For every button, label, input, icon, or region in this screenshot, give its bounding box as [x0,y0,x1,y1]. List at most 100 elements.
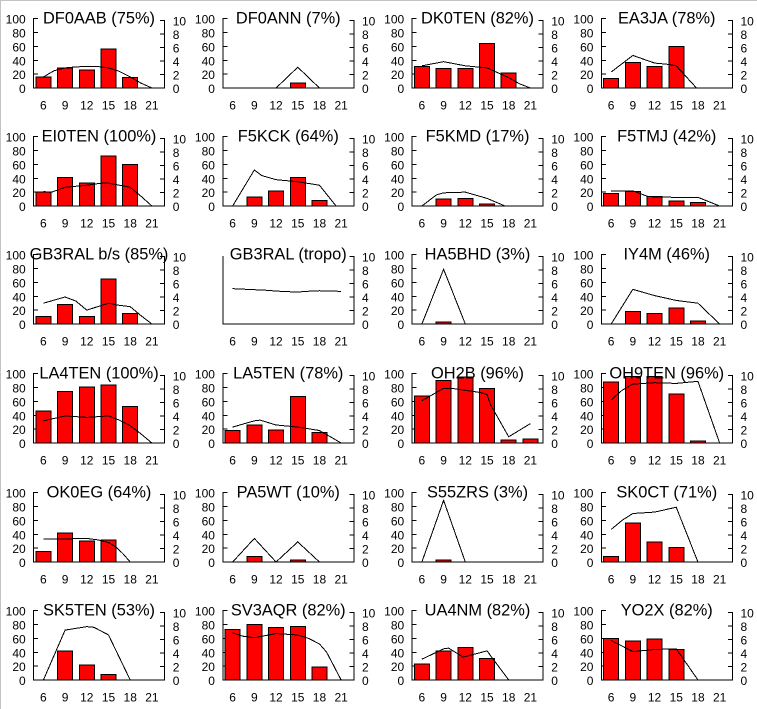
svg-text:6: 6 [229,98,236,112]
svg-text:60: 60 [391,632,405,646]
svg-text:12: 12 [459,572,473,586]
svg-text:15: 15 [670,572,684,586]
svg-text:4: 4 [740,291,747,305]
svg-text:9: 9 [251,216,258,230]
svg-text:60: 60 [202,514,216,528]
svg-text:4: 4 [173,529,180,543]
svg-text:21: 21 [713,453,727,467]
svg-text:40: 40 [580,409,594,423]
svg-text:4: 4 [362,173,369,187]
svg-text:0: 0 [551,200,558,214]
svg-text:18: 18 [313,690,327,704]
svg-text:21: 21 [145,690,159,704]
svg-text:15: 15 [102,98,116,112]
svg-text:9: 9 [440,690,447,704]
svg-text:100: 100 [384,13,404,27]
svg-text:21: 21 [334,453,348,467]
svg-text:20: 20 [12,304,26,318]
svg-text:18: 18 [691,334,705,348]
svg-text:6: 6 [551,515,558,529]
svg-text:OK0EG (64%): OK0EG (64%) [47,483,152,501]
svg-text:6: 6 [40,334,47,348]
svg-text:12: 12 [648,98,662,112]
svg-text:12: 12 [269,98,283,112]
svg-text:2: 2 [362,423,369,437]
svg-text:15: 15 [291,98,305,112]
svg-text:40: 40 [12,290,26,304]
svg-text:12: 12 [269,334,283,348]
svg-text:80: 80 [580,145,594,159]
svg-text:20: 20 [202,68,216,82]
svg-text:6: 6 [419,334,426,348]
svg-text:SK0CT (71%): SK0CT (71%) [616,483,717,501]
svg-text:S55ZRS (3%): S55ZRS (3%) [427,483,528,501]
svg-text:18: 18 [502,690,516,704]
svg-text:6: 6 [40,690,47,704]
svg-text:4: 4 [551,291,558,305]
svg-text:15: 15 [102,334,116,348]
svg-text:0: 0 [587,318,594,332]
svg-text:LA5TEN (78%): LA5TEN (78%) [233,364,343,382]
svg-text:OH2B (96%): OH2B (96%) [431,364,524,382]
svg-text:9: 9 [251,690,258,704]
svg-text:0: 0 [19,556,26,570]
svg-text:2: 2 [551,68,558,82]
svg-text:4: 4 [173,291,180,305]
svg-text:2: 2 [173,660,180,674]
svg-text:0: 0 [208,82,215,96]
svg-text:15: 15 [102,453,116,467]
svg-text:0: 0 [173,318,180,332]
svg-text:20: 20 [12,660,26,674]
svg-text:18: 18 [124,98,138,112]
svg-text:0: 0 [551,556,558,570]
svg-text:6: 6 [551,633,558,647]
svg-text:10: 10 [362,606,376,620]
svg-text:21: 21 [524,572,538,586]
svg-text:60: 60 [12,158,26,172]
svg-text:8: 8 [173,28,180,42]
svg-text:9: 9 [62,572,69,586]
svg-text:4: 4 [173,173,180,187]
svg-text:100: 100 [384,249,404,263]
svg-text:12: 12 [459,453,473,467]
svg-text:2: 2 [551,186,558,200]
svg-text:6: 6 [608,690,615,704]
svg-text:9: 9 [251,98,258,112]
svg-text:21: 21 [524,690,538,704]
svg-text:DF0AAB (75%): DF0AAB (75%) [43,9,155,27]
svg-text:18: 18 [124,572,138,586]
svg-text:20: 20 [580,423,594,437]
svg-text:21: 21 [334,690,348,704]
svg-text:10: 10 [551,132,565,146]
svg-text:6: 6 [362,277,369,291]
svg-text:F5KCK (64%): F5KCK (64%) [238,127,339,145]
svg-text:10: 10 [740,606,754,620]
svg-text:60: 60 [12,514,26,528]
svg-text:GB3RAL (tropo): GB3RAL (tropo) [230,245,347,263]
svg-text:21: 21 [145,216,159,230]
svg-text:60: 60 [580,158,594,172]
svg-text:LA4TEN (100%): LA4TEN (100%) [39,364,158,382]
svg-text:4: 4 [551,410,558,424]
svg-text:8: 8 [551,383,558,397]
svg-text:SK5TEN (53%): SK5TEN (53%) [43,601,155,619]
svg-text:40: 40 [580,290,594,304]
svg-text:DK0TEN (82%): DK0TEN (82%) [421,9,534,27]
svg-text:100: 100 [6,368,26,382]
svg-text:10: 10 [551,606,565,620]
svg-text:80: 80 [580,27,594,41]
svg-text:F5TMJ (42%): F5TMJ (42%) [617,127,716,145]
svg-text:10: 10 [173,369,187,383]
svg-text:15: 15 [102,216,116,230]
svg-text:40: 40 [202,409,216,423]
svg-text:20: 20 [580,68,594,82]
svg-text:20: 20 [12,186,26,200]
svg-text:40: 40 [391,54,405,68]
svg-text:21: 21 [334,98,348,112]
svg-text:80: 80 [580,382,594,396]
svg-text:6: 6 [608,216,615,230]
svg-text:12: 12 [648,334,662,348]
svg-text:18: 18 [691,572,705,586]
svg-text:80: 80 [391,501,405,515]
svg-text:100: 100 [573,13,593,27]
